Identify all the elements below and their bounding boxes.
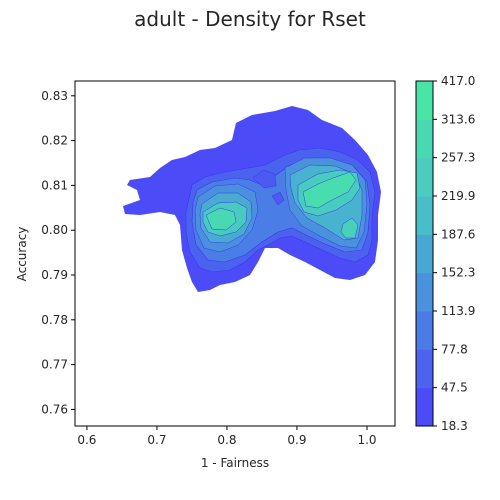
- y-tick-label: 0.81: [41, 178, 68, 192]
- colorbar-tick-label: 18.3: [441, 419, 468, 433]
- colorbar-band: [416, 119, 433, 159]
- y-tick-label: 0.83: [41, 89, 68, 103]
- right-lobe-level-5: [340, 217, 359, 239]
- colorbar-tick-label: 313.6: [441, 112, 475, 126]
- y-axis-label: Accuracy: [15, 227, 29, 282]
- x-tick-label: 0.8: [217, 433, 236, 447]
- colorbar-band: [416, 387, 433, 427]
- y-tick-label: 0.79: [41, 268, 68, 282]
- colorbar-tick-label: 77.8: [441, 342, 468, 356]
- colorbar-band: [416, 157, 433, 197]
- x-tick-label: 1.0: [357, 433, 376, 447]
- y-tick-label: 0.77: [41, 358, 68, 372]
- left-lobe-level-4: [205, 207, 237, 231]
- colorbar-tick-label: 257.3: [441, 151, 475, 165]
- colorbar-tick-label: 417.0: [441, 74, 475, 88]
- colorbar-band: [416, 272, 433, 312]
- colorbar-tick-label: 113.9: [441, 304, 475, 318]
- right-lobe-level-4: [302, 171, 357, 209]
- y-tick-label: 0.78: [41, 313, 68, 327]
- colorbar-tick-label: 152.3: [441, 266, 475, 280]
- colorbar-band: [416, 234, 433, 274]
- y-tick-label: 0.82: [41, 134, 68, 148]
- colorbar: 18.3 47.5 77.8 113.9 152.3 187.6 219.9 257.3 313…: [415, 74, 475, 433]
- colorbar-tick-label: 219.9: [441, 189, 475, 203]
- density-contours: [123, 106, 381, 292]
- colorbar-band: [416, 196, 433, 235]
- chart-title: adult - Density for Rset: [134, 7, 366, 31]
- density-hole-1: [252, 169, 277, 189]
- y-axis: 0.76 0.77 0.78 0.79 0.80 0.81 0.82 0.83: [41, 89, 75, 416]
- x-tick-label: 0.7: [147, 433, 166, 447]
- x-tick-label: 0.6: [77, 433, 96, 447]
- colorbar-band: [416, 349, 433, 389]
- x-axis-label: 1 - Fairness: [201, 456, 269, 470]
- colorbar-band: [416, 311, 433, 350]
- y-tick-label: 0.76: [41, 402, 68, 416]
- colorbar-frame: [415, 80, 434, 427]
- x-axis: 0.6 0.7 0.8 0.9 1.0: [77, 426, 377, 447]
- y-tick-label: 0.80: [41, 223, 68, 237]
- colorbar-tick-label: 47.5: [441, 381, 468, 395]
- colorbar-tick-label: 187.6: [441, 227, 475, 241]
- colorbar-band: [416, 81, 433, 120]
- x-tick-label: 0.9: [287, 433, 306, 447]
- density-hole-2: [271, 191, 285, 206]
